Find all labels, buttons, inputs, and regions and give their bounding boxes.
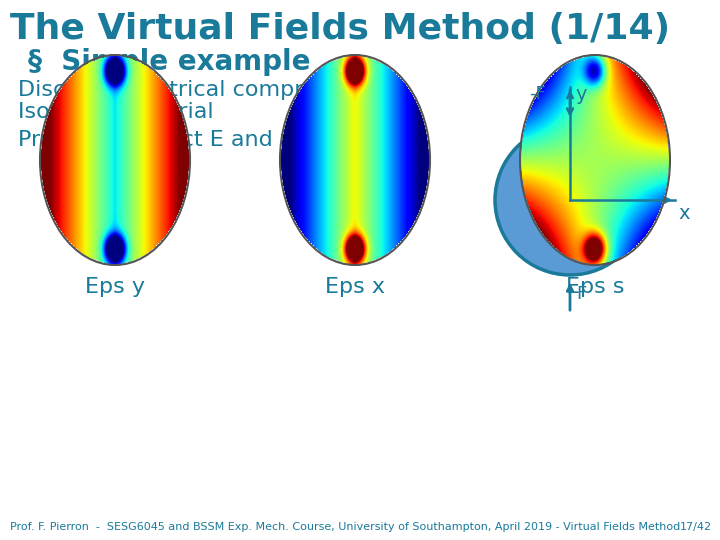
Text: The Virtual Fields Method (1/14): The Virtual Fields Method (1/14) <box>10 12 670 46</box>
Text: F: F <box>576 285 586 303</box>
Text: Eps x: Eps x <box>325 277 385 297</box>
Text: x: x <box>678 204 690 223</box>
Text: Prof. F. Pierron  -  SESG6045 and BSSM Exp. Mech. Course, University of Southamp: Prof. F. Pierron - SESG6045 and BSSM Exp… <box>10 522 680 532</box>
Text: y: y <box>575 85 587 104</box>
Text: Eps s: Eps s <box>566 277 624 297</box>
Text: Problem: extract E and ν: Problem: extract E and ν <box>18 130 292 150</box>
Text: -F: -F <box>529 85 546 103</box>
Text: §  Simple example: § Simple example <box>28 48 310 76</box>
Circle shape <box>495 125 645 275</box>
Text: Disc in diametrical compression: Disc in diametrical compression <box>18 80 374 100</box>
Text: Eps y: Eps y <box>85 277 145 297</box>
Text: 17/42: 17/42 <box>680 522 712 532</box>
Text: Isotropic material: Isotropic material <box>18 102 214 122</box>
